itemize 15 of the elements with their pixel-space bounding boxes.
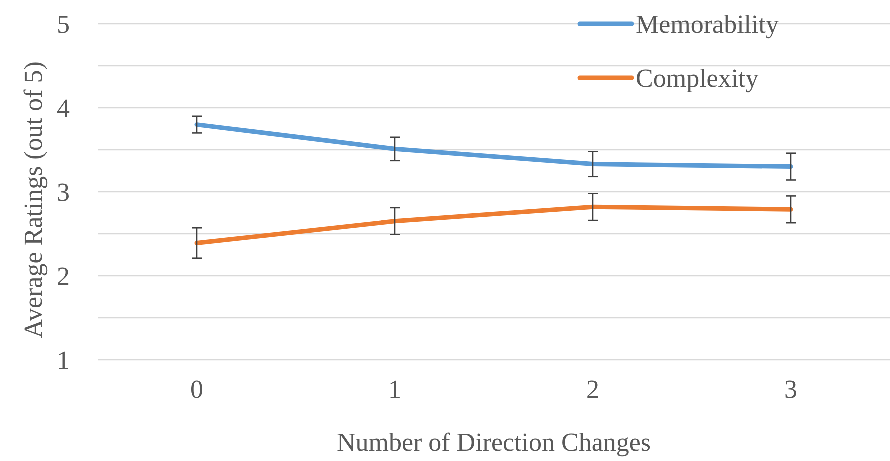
x-tick-label: 1	[388, 375, 402, 404]
y-tick-label: 1	[57, 346, 70, 376]
line-series	[194, 122, 794, 170]
line-series	[194, 204, 794, 246]
x-tick-label: 3	[784, 375, 798, 404]
y-tick-label: 4	[57, 94, 70, 124]
y-tick-label: 2	[57, 262, 70, 292]
x-tick-label: 2	[586, 375, 600, 404]
y-tick-label: 5	[57, 10, 70, 40]
x-axis-title: Number of Direction Changes	[336, 428, 652, 457]
y-axis-title: Average Ratings (out of 5)	[19, 62, 48, 338]
x-tick-label: 0	[190, 375, 204, 404]
y-tick-label: 3	[57, 178, 70, 208]
legend-label: Complexity	[636, 64, 759, 94]
legend-label: Memorability	[636, 10, 779, 40]
